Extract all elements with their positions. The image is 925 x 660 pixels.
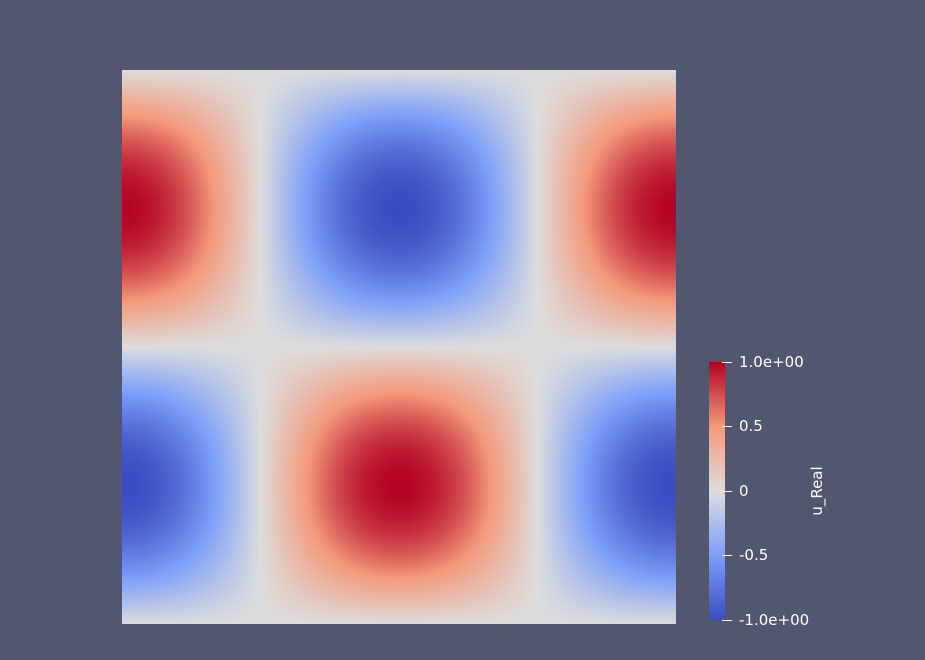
colorbar-tick-label-min: -1.0e+00 <box>739 611 810 629</box>
colorbar-tick <box>722 555 732 556</box>
colorbar-tick <box>722 426 732 427</box>
colorbar-title: u_Real <box>808 466 826 516</box>
colorbar-tick-label: -0.5 <box>739 546 769 564</box>
colorbar-tick-label: 0.5 <box>739 417 763 435</box>
colorbar-tick-label: 0 <box>739 482 749 500</box>
colorbar-gradient <box>709 362 725 621</box>
scalar-field-plot[interactable] <box>122 70 676 624</box>
colorbar-tick <box>722 620 732 621</box>
colorbar-tick <box>722 362 732 363</box>
colorbar-tick <box>722 491 732 492</box>
colorbar-tick-label-max: 1.0e+00 <box>739 353 804 371</box>
